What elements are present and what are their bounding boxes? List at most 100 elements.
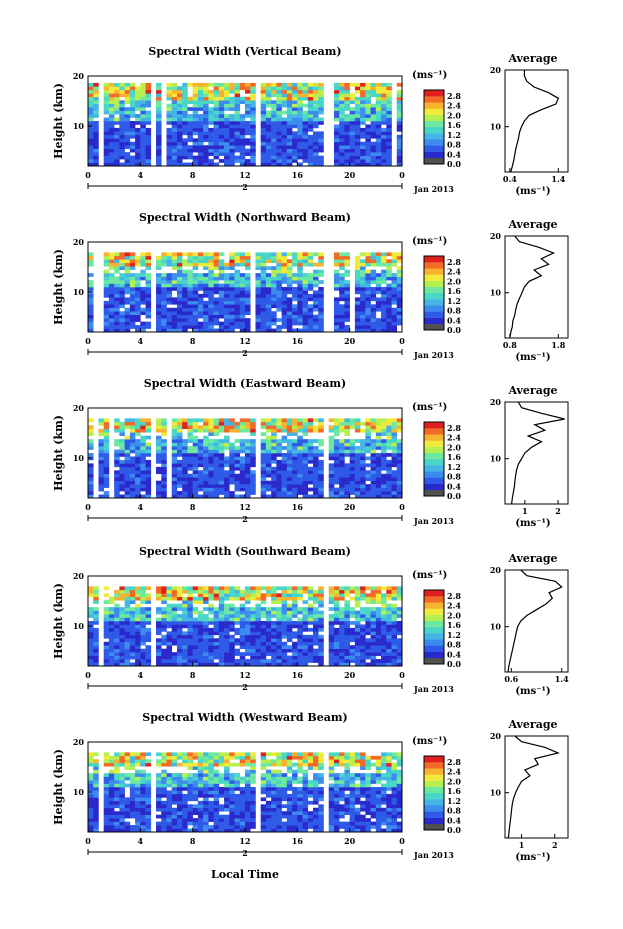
heatmap-cell (229, 634, 235, 639)
heatmap-cell (370, 159, 377, 163)
heatmap-cell (375, 439, 382, 443)
heatmap-cell (386, 659, 392, 663)
heatmap-cell (119, 621, 125, 625)
heatmap-cell (260, 93, 267, 98)
heatmap-cell (265, 155, 272, 160)
colorbar-unit: (ms⁻¹) (412, 70, 447, 81)
heatmap-cell (171, 107, 178, 111)
heatmap-cell (187, 321, 193, 326)
colorbar-tick-label: 1.6 (447, 620, 461, 630)
heatmap-cell (265, 487, 272, 492)
heatmap-cell (119, 287, 125, 291)
heatmap-cell (161, 641, 167, 646)
heatmap-cell (88, 752, 94, 757)
heatmap-cell (292, 589, 298, 594)
heatmap-cell (234, 114, 241, 118)
heatmap-cell (218, 614, 225, 618)
heatmap-cell (396, 318, 403, 322)
heatmap-cell (365, 145, 371, 149)
heatmap-cell (224, 159, 230, 163)
heatmap-cell (140, 86, 146, 91)
heatmap-cell (93, 134, 99, 139)
heatmap-cell (124, 318, 131, 322)
heatmap-cell (313, 283, 319, 288)
heatmap-cell (192, 252, 199, 257)
heatmap-cell (171, 627, 178, 632)
heatmap-cell (307, 124, 314, 129)
heatmap-cell (229, 287, 235, 291)
heatmap-cell (182, 262, 188, 267)
heatmap-cell (297, 262, 303, 267)
heatmap-cell (313, 453, 319, 457)
heatmap-cell (360, 641, 366, 646)
heatmap-cell (108, 607, 115, 611)
heatmap-cell (129, 800, 136, 805)
heatmap-cell (229, 266, 235, 270)
heatmap-cell (344, 624, 350, 629)
heatmap-cell (286, 121, 293, 125)
heatmap-cell (339, 262, 345, 267)
heatmap-cell (313, 325, 319, 329)
heatmap-cell (145, 655, 152, 660)
heatmap-cell (129, 484, 136, 488)
heatmap-cell (119, 266, 125, 270)
heatmap-cell (124, 659, 131, 663)
heatmap-cell (313, 155, 319, 160)
heatmap-cell (234, 586, 241, 591)
heatmap-cell (93, 800, 99, 805)
heatmap-cell (103, 262, 110, 267)
heatmap-cell (318, 439, 324, 443)
heatmap-cell (281, 110, 288, 115)
heatmap-cell (239, 162, 246, 167)
heatmap-cell (119, 614, 125, 618)
heatmap-cell (187, 480, 193, 485)
heatmap-cell (176, 287, 183, 291)
heatmap-cell (129, 762, 136, 767)
heatmap-cell (255, 266, 261, 270)
heatmap-cell (302, 480, 309, 485)
heatmap-cell (224, 145, 230, 149)
heatmap-cell (245, 621, 251, 625)
heatmap-cell (255, 648, 261, 653)
heatmap-cell (218, 477, 225, 481)
heatmap-cell (197, 89, 204, 94)
heatmap-cell (145, 477, 152, 481)
heatmap-cell (396, 421, 403, 426)
heatmap-cell (276, 459, 282, 464)
heatmap-cell (375, 152, 382, 156)
heatmap-cell (197, 127, 204, 132)
heatmap-cell (156, 596, 162, 601)
heatmap-cell (192, 428, 199, 433)
heatmap-cell (339, 114, 345, 118)
heatmap-cell (339, 607, 345, 611)
heatmap-cell (318, 162, 324, 167)
heatmap-cell (381, 621, 387, 625)
heatmap-cell (292, 446, 298, 450)
heatmap-cell (271, 631, 277, 636)
heatmap-cell (208, 127, 214, 132)
heatmap-cell (234, 662, 241, 667)
heatmap-cell (281, 421, 288, 426)
heatmap-cell (271, 159, 277, 163)
heatmap-cell (197, 418, 204, 423)
heatmap-cell (114, 631, 120, 636)
heatmap-cell (239, 421, 246, 426)
heatmap-cell (239, 152, 246, 156)
heatmap-cell (88, 117, 94, 122)
heatmap-cell (224, 487, 230, 492)
heatmap-cell (239, 617, 246, 622)
heatmap-cell (171, 162, 178, 167)
heatmap-cell (313, 321, 319, 326)
heatmap-cell (119, 121, 125, 125)
heatmap-cell (187, 145, 193, 149)
heatmap-cell (318, 487, 324, 492)
heatmap-cell (354, 255, 361, 260)
heatmap-cell (145, 89, 152, 94)
heatmap-cell (370, 638, 377, 643)
heatmap-cell (370, 487, 377, 492)
heatmap-cell (171, 449, 178, 454)
heatmap-cell (218, 152, 225, 156)
heatmap-cell (145, 93, 152, 98)
heatmap-cell (88, 641, 94, 646)
heatmap-cell (381, 103, 387, 108)
